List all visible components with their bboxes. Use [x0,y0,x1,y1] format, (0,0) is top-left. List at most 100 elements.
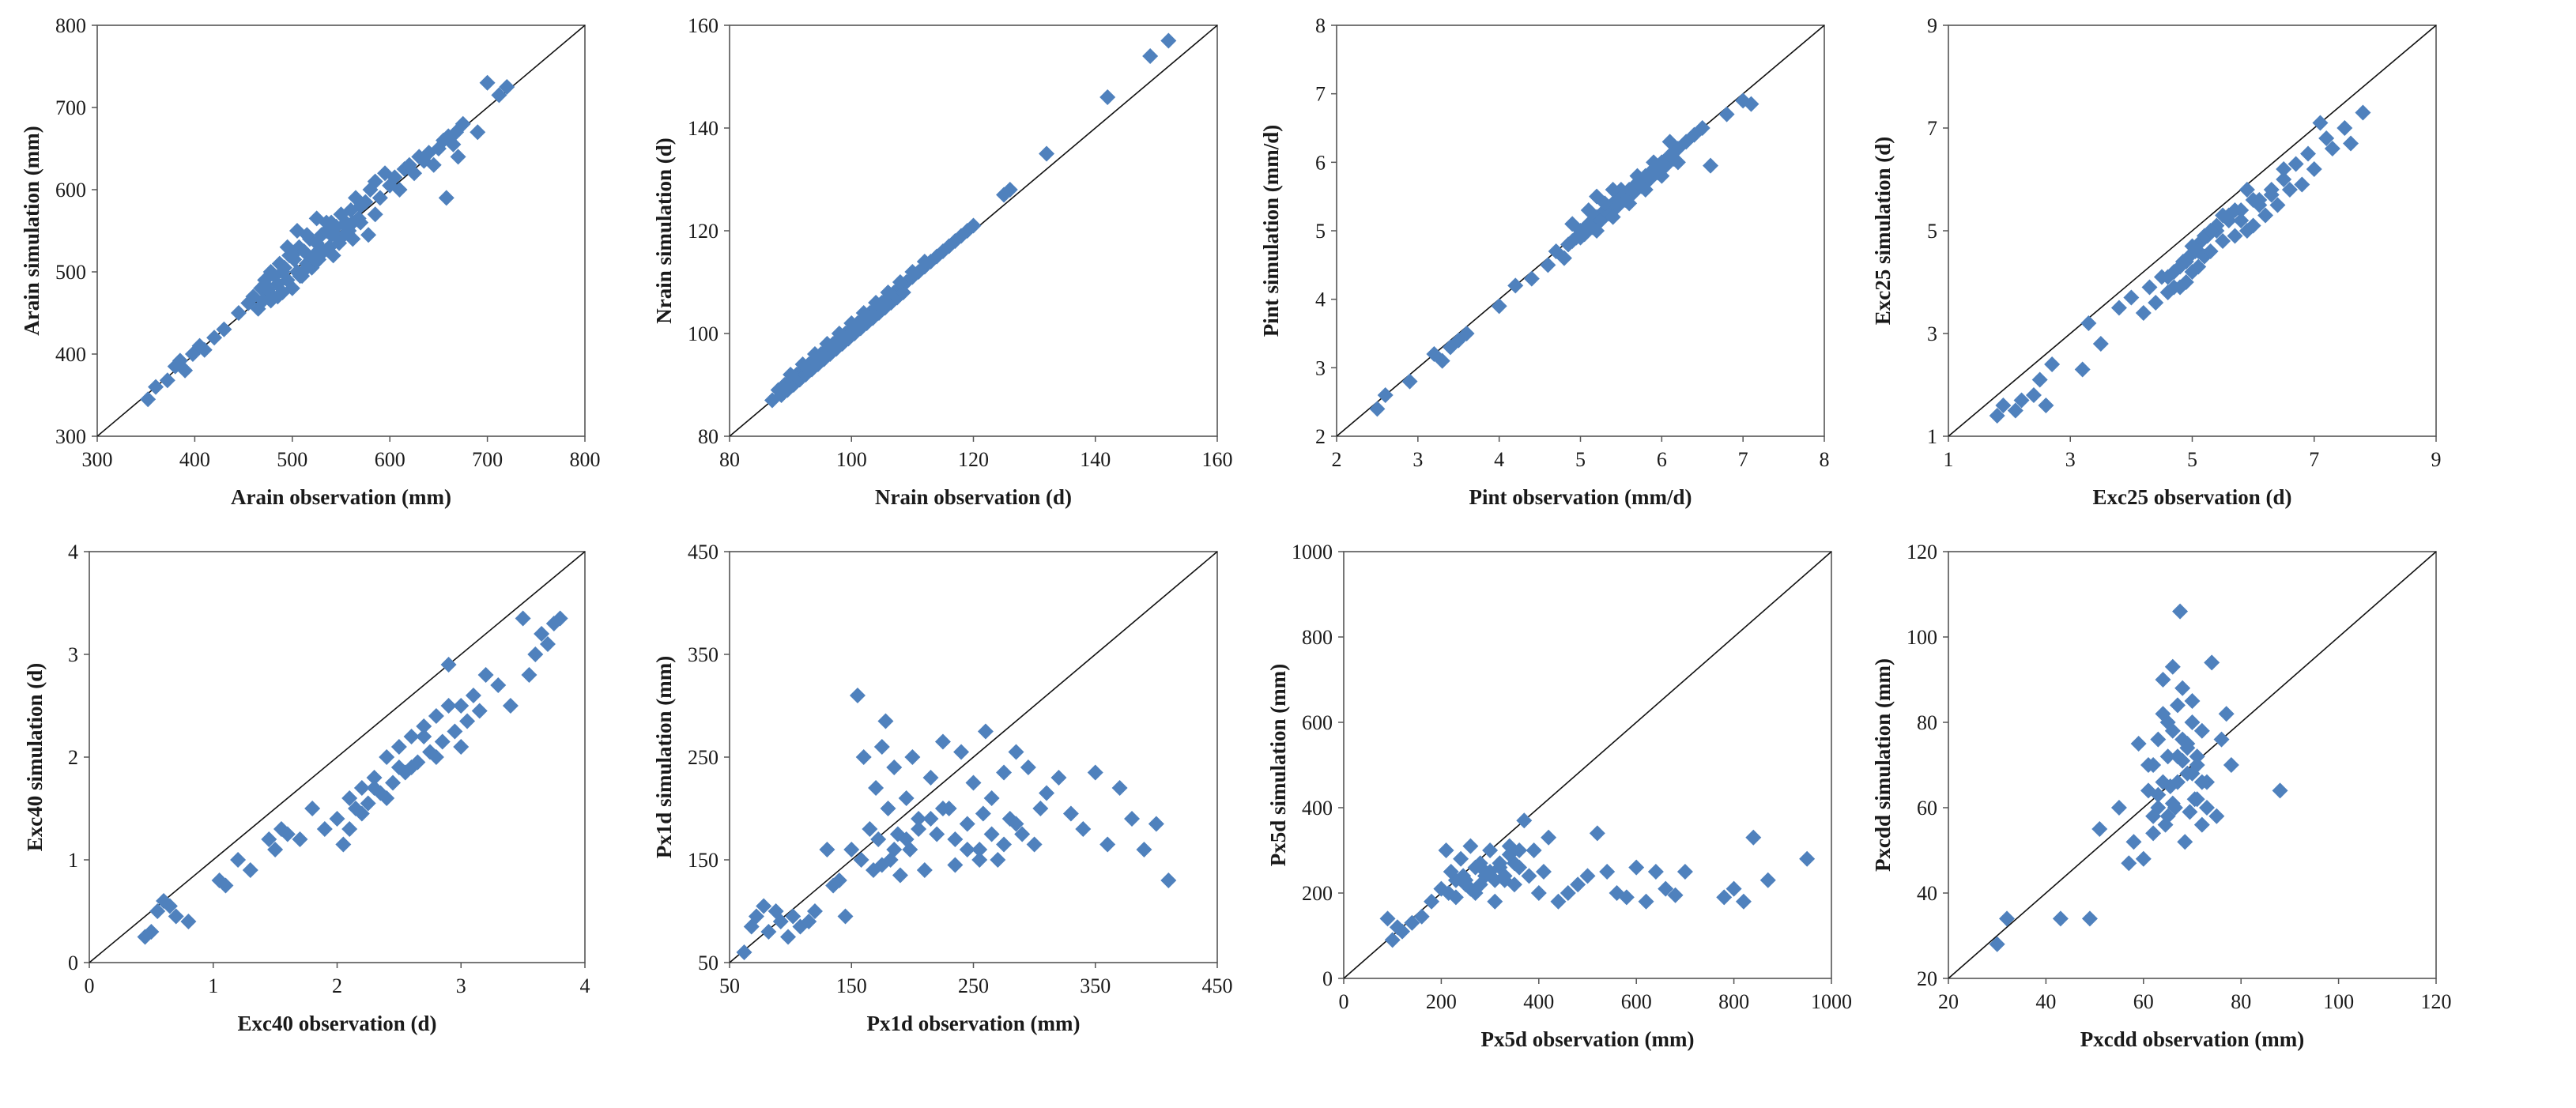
y-tick-label: 5 [1927,220,1937,243]
data-point [2145,757,2162,773]
x-tick-label: 160 [1202,448,1233,471]
y-tick-label: 450 [688,541,718,563]
data-point [2227,228,2243,244]
data-point [880,801,896,816]
data-point [2164,658,2181,675]
data-point [1523,270,1540,287]
x-tick-label: 1 [1944,448,1954,471]
data-point [756,898,772,914]
data-point [434,733,451,750]
data-point [1020,759,1036,775]
data-point [329,811,345,827]
data-point [2184,693,2201,709]
data-point [1099,836,1116,853]
data-point [2013,392,2030,409]
data-point [372,190,388,206]
data-point [360,227,377,243]
data-point [261,831,277,847]
y-tick-label: 120 [688,220,718,243]
data-point [1530,885,1547,901]
data-point [1572,229,1589,246]
data-point [886,759,903,775]
data-point [971,852,988,868]
data-point [267,842,284,857]
data-point [965,774,982,791]
data-point [1394,923,1411,940]
y-tick-label: 8 [1315,14,1326,37]
data-point [1703,157,1719,174]
x-tick-label: 300 [82,448,113,471]
data-point [379,790,395,806]
x-axis-title: Pxcdd observation (mm) [2080,1027,2304,1051]
data-point [929,826,945,842]
data-point [2080,315,2097,331]
data-point [849,320,866,337]
x-tick-label: 700 [472,448,503,471]
data-point [1492,855,1508,872]
y-axis-title: Exc40 simulation (d) [23,663,47,852]
data-point [159,372,175,389]
data-point [341,821,358,837]
data-point [2121,855,2137,872]
data-point [2269,197,2286,213]
data-point [1669,154,1686,171]
data-point [983,790,1000,806]
y-axis-title: Exc25 simulation (d) [1871,137,1895,326]
data-point [403,759,420,775]
data-point [916,862,933,878]
data-point [2182,804,2198,820]
y-tick-label: 200 [1302,882,1333,905]
data-point [780,929,797,945]
y-tick-label: 400 [55,343,86,366]
data-point [2223,757,2239,773]
data-point [825,341,842,357]
subplot-exc40: Exc40 observation (d) Exc40 simulation (… [23,541,590,1035]
x-tick-label: 6 [1657,448,1667,471]
data-point [1026,836,1043,853]
data-point [1646,154,1662,171]
data-point [1496,868,1513,884]
data-point [1506,876,1522,893]
data-point [515,610,531,627]
x-tick-label: 2 [332,974,342,997]
data-point [479,74,496,91]
data-point [2189,748,2205,765]
data-point [892,274,908,290]
data-point [539,636,556,652]
data-point [934,801,951,816]
y-tick-label: 400 [1302,797,1333,820]
one-to-one-line [729,551,1218,963]
data-point [2202,223,2219,239]
data-point [357,194,374,210]
data-point [270,288,286,305]
y-tick-label: 60 [1917,797,1937,820]
data-point [880,285,896,300]
data-point [1658,880,1674,897]
data-point [242,862,258,878]
data-point [1718,106,1735,122]
data-point [1008,816,1024,832]
data-point [385,774,402,791]
x-tick-label: 3 [1412,448,1423,471]
data-point [1507,277,1524,294]
data-point [959,842,975,857]
data-point [2150,800,2167,816]
data-point [2193,774,2210,790]
y-tick-label: 1 [68,849,78,872]
x-tick-label: 400 [1523,990,1554,1013]
x-tick-label: 5 [2187,448,2197,471]
data-point [438,190,454,206]
data-point [1039,785,1055,801]
data-point [316,821,333,837]
data-point [877,713,894,729]
y-tick-label: 300 [55,425,86,448]
data-point [1482,864,1499,880]
data-point [783,367,799,383]
data-point [1638,893,1654,910]
data-point [1654,168,1670,184]
data-point [1160,872,1177,888]
data-point [403,729,420,744]
data-point [892,867,908,884]
data-point [2091,821,2108,837]
